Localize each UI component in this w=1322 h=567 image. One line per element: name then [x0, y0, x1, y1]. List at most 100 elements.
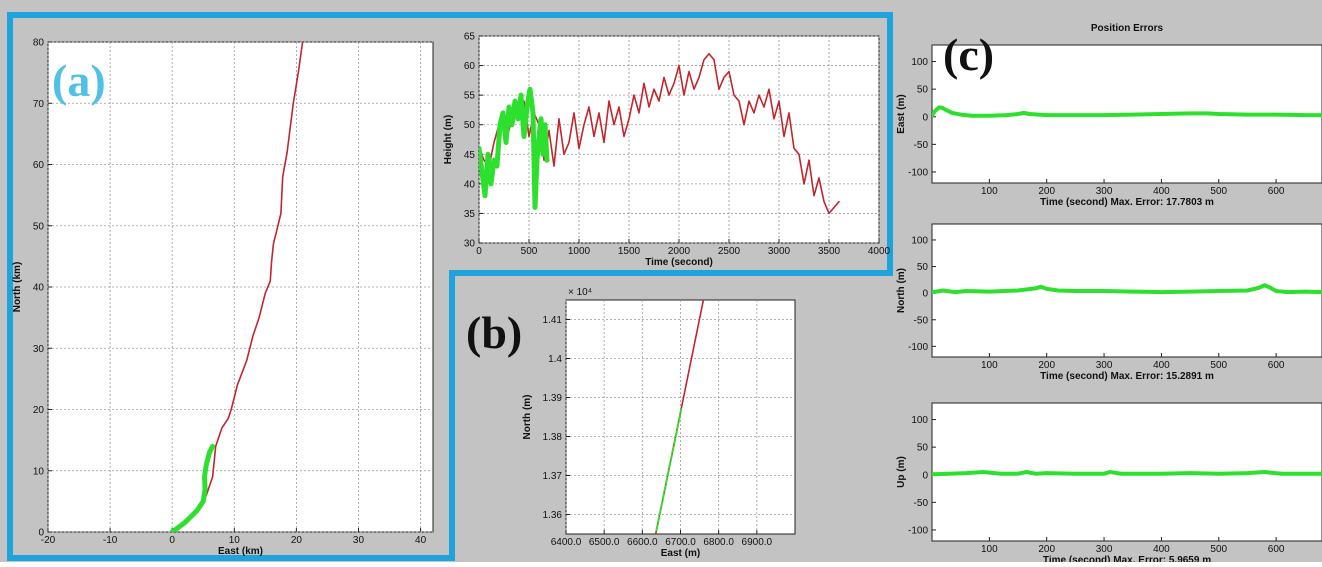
y-axis-label: East (m): [896, 94, 907, 133]
x-axis-label: East (m): [661, 548, 700, 559]
y-tick-label: 50: [917, 262, 929, 273]
x-tick-label: 300: [1096, 360, 1113, 371]
y-tick-label: 100: [911, 415, 928, 426]
y-tick-label: 1.4: [548, 354, 562, 365]
x-tick-label: 20: [291, 535, 303, 546]
y-axis-label: North (m): [896, 268, 907, 313]
x-tick-label: 600: [1268, 186, 1285, 197]
series-estimate: [169, 443, 216, 532]
x-tick-label: 200: [1038, 186, 1055, 197]
x-tick-label: 400: [1153, 186, 1170, 197]
chart-title: Position Errors: [1091, 23, 1164, 34]
x-tick-label: 6600.0: [627, 537, 658, 548]
x-tick-label: -20: [41, 535, 56, 546]
x-tick-label: 6400.0: [551, 537, 582, 548]
chart-height: 0 500 1000 1500 2000 2500 3000 3500 4000 30 35 40 45…: [443, 32, 891, 269]
y-tick-label: 20: [33, 405, 45, 416]
y-tick-label: 1.36: [543, 510, 563, 521]
y-tick-label: 10: [33, 466, 45, 477]
y-tick-label: 0: [922, 470, 928, 481]
y-tick-label: 70: [33, 99, 45, 110]
y-tick-label: 50: [917, 85, 929, 96]
y-tick-label: -50: [914, 140, 929, 151]
y-tick-label: 0: [38, 528, 44, 539]
y-axis-label: North (km): [12, 262, 23, 313]
x-tick-label: 100: [981, 360, 998, 371]
series-estimate: [932, 105, 1322, 118]
y-tick-label: -50: [914, 315, 929, 326]
y-tick-label: -50: [914, 498, 929, 509]
x-tick-label: 100: [981, 186, 998, 197]
x-axis-label: Time (second) Max. Error: 5.9659 m: [1043, 555, 1211, 562]
x-axis-label: Time (second) Max. Error: 17.7803 m: [1040, 197, 1214, 208]
x-tick-label: 500: [1210, 186, 1227, 197]
y-axis-label: Up (m): [896, 456, 907, 488]
chart-err-east: 100 200 300 400 500 600 -100 -50 0 50 100 Time (sec…: [896, 23, 1322, 208]
x-tick-label: 6900.0: [742, 537, 773, 548]
x-tick-label: 0: [169, 535, 175, 546]
x-tick-label: 500: [1210, 544, 1227, 555]
series-estimate-dashed: [655, 408, 683, 532]
y-tick-label: -100: [908, 167, 928, 178]
y-tick-label: 1.38: [543, 432, 563, 443]
x-tick-label: 200: [1038, 544, 1055, 555]
x-tick-label: 600: [1268, 544, 1285, 555]
y-tick-label: 1.37: [543, 471, 563, 482]
x-tick-label: 10: [229, 535, 241, 546]
x-tick-label: 300: [1096, 544, 1113, 555]
x-tick-label: 400: [1153, 360, 1170, 371]
y-tick-label: -100: [908, 342, 928, 353]
y-axis-label: Height (m): [443, 115, 454, 164]
x-axis-label: East (km): [218, 546, 263, 557]
y-tick-label: 100: [911, 235, 928, 246]
panel-label-a: (a): [52, 55, 106, 106]
axis-exponent: × 10⁴: [568, 287, 592, 298]
x-tick-label: 6800.0: [703, 537, 734, 548]
x-tick-label: 3500: [818, 246, 841, 257]
y-tick-label: 100: [911, 57, 928, 68]
y-tick-label: 30: [464, 239, 476, 250]
x-tick-label: 6700.0: [665, 537, 696, 548]
x-tick-label: 600: [1268, 360, 1285, 371]
x-tick-label: 500: [521, 246, 538, 257]
x-tick-label: 1000: [568, 246, 591, 257]
series-track: [171, 42, 304, 532]
series-estimate: [932, 470, 1322, 477]
y-tick-label: 50: [33, 221, 45, 232]
x-tick-label: 6500.0: [589, 537, 620, 548]
x-tick-label: 500: [1210, 360, 1227, 371]
x-tick-label: 2000: [668, 246, 691, 257]
panel-label-b: (b): [466, 307, 522, 358]
chart-err-up: 100 200 300 400 500 600 -100 -50 0 50 100 Time (sec…: [896, 402, 1322, 566]
y-tick-label: 60: [464, 61, 476, 72]
y-tick-label: 1.39: [543, 393, 563, 404]
y-axis-label: North (m): [522, 395, 533, 440]
series-estimate: [479, 86, 550, 210]
series-estimate: [932, 283, 1322, 295]
panel-letters: (a) (b) (c): [52, 29, 994, 358]
y-tick-label: 35: [464, 209, 476, 220]
x-tick-label: 3000: [768, 246, 791, 257]
x-axis-label: Time (second): [645, 257, 713, 268]
y-tick-label: 40: [33, 283, 45, 294]
x-tick-label: 1500: [618, 246, 641, 257]
x-axis-label: Time (second) Max. Error: 15.2891 m: [1040, 371, 1214, 382]
y-tick-label: 30: [33, 344, 45, 355]
y-tick-label: 80: [33, 38, 45, 49]
x-tick-label: 400: [1153, 544, 1170, 555]
panel-label-c: (c): [943, 29, 994, 80]
x-tick-label: 4000: [868, 246, 891, 257]
y-tick-label: 55: [464, 91, 476, 102]
y-tick-label: 50: [464, 120, 476, 131]
x-tick-label: -10: [103, 535, 118, 546]
chart-track-map: -20 -10 0 10 20 30 40 0 10 20 30 40 50 60 70 80 East (km…: [12, 38, 434, 557]
x-tick-label: 200: [1038, 360, 1055, 371]
y-tick-label: 1.41: [543, 315, 563, 326]
x-tick-label: 0: [476, 246, 482, 257]
x-tick-label: 40: [415, 535, 427, 546]
y-tick-label: 45: [464, 150, 476, 161]
y-tick-label: 65: [464, 32, 476, 43]
chart-err-north: 100 200 300 400 500 600 -100 -50 0 50 100 Time (sec…: [896, 223, 1322, 382]
